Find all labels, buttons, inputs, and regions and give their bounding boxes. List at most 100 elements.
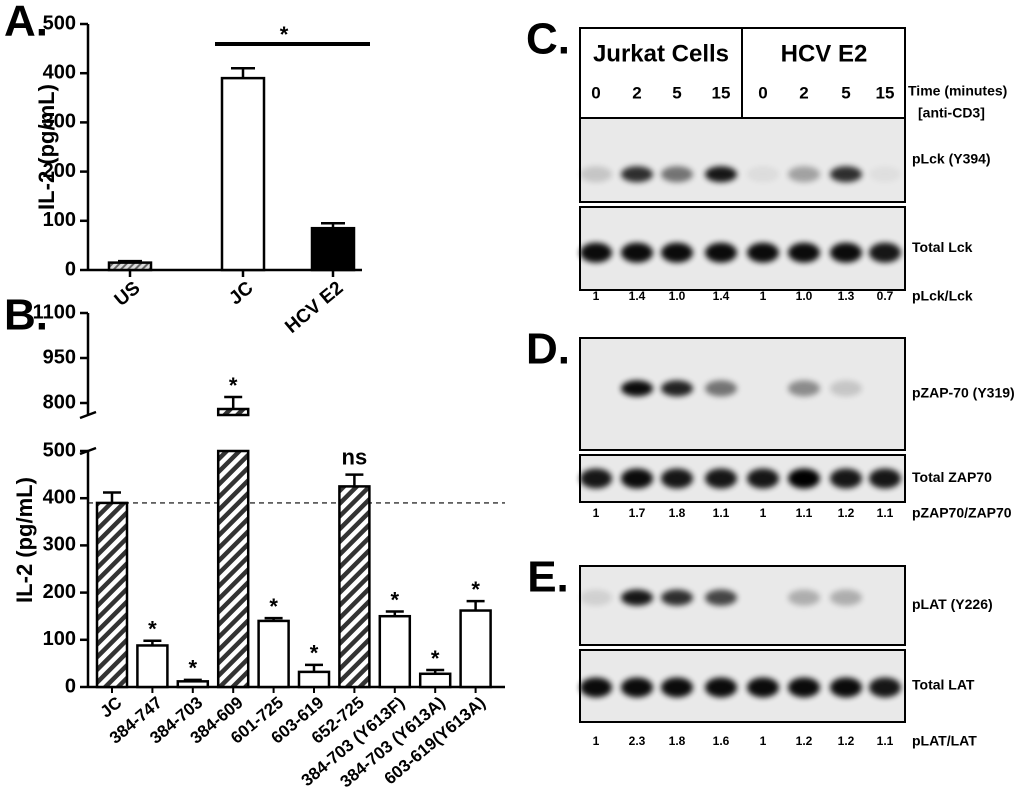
ratio-value: 1 [593, 289, 600, 303]
bar [297, 670, 331, 689]
panel-letter: D. [526, 325, 570, 374]
y-tick-label: 100 [43, 209, 76, 231]
x-tick-label: JC [225, 277, 257, 309]
blot-band [661, 380, 693, 397]
significance-label: * [431, 646, 440, 671]
bar [95, 501, 129, 689]
bar [136, 644, 169, 689]
bar [257, 619, 290, 689]
blot-band [621, 468, 653, 489]
ratio-value: 1 [593, 506, 600, 520]
significance-label: * [148, 617, 157, 642]
blot-band [580, 166, 612, 183]
ratio-value: 1.4 [629, 289, 646, 303]
group-label: Jurkat Cells [593, 40, 729, 67]
blot-band [580, 589, 612, 606]
blot-band [788, 380, 820, 397]
blot-band [830, 242, 862, 263]
blot-band [705, 589, 737, 606]
y-tick-label: 400 [43, 486, 76, 508]
blot-band [869, 242, 901, 263]
y-tick-label: 400 [43, 61, 76, 83]
x-tick-label: HCV E2 [281, 278, 347, 338]
blot-band [869, 468, 901, 489]
ratio-value: 1.2 [796, 734, 813, 748]
significance-label: * [269, 594, 278, 619]
blot-membrane [579, 565, 906, 646]
blot-band [580, 468, 612, 489]
blot-band [747, 242, 779, 263]
ratio-value: 1 [760, 506, 767, 520]
blot-band [747, 468, 779, 489]
blot-band [705, 166, 737, 183]
blot-band [830, 677, 862, 698]
blot-band [788, 242, 820, 263]
blot-band [830, 166, 862, 183]
blot-band [830, 589, 862, 606]
blot-band [621, 166, 653, 183]
y-tick-label: 200 [43, 581, 76, 603]
blot-row [579, 649, 906, 723]
ratio-value: 1.1 [796, 506, 813, 520]
blot-band [580, 242, 612, 263]
ratio-value: 1.0 [796, 289, 813, 303]
blot-band [788, 166, 820, 183]
ratio-value: 1.1 [877, 506, 894, 520]
blot-row [579, 117, 906, 203]
ratio-label: pZAP70/ZAP70 [912, 505, 1012, 521]
significance-label: * [471, 577, 480, 602]
ratio-value: 2.3 [629, 734, 646, 748]
ratio-value: 1.1 [713, 506, 730, 520]
ratio-value: 1.3 [838, 289, 855, 303]
panel-letter: C. [526, 15, 570, 64]
time-label: 15 [712, 83, 731, 102]
bar [176, 680, 210, 689]
panel-letter: B. [4, 291, 48, 340]
y-tick-label: 500 [43, 12, 76, 34]
panel-letter: A. [4, 0, 48, 46]
time-label: 0 [591, 83, 600, 102]
blot-band [621, 589, 653, 606]
blot-band [661, 589, 693, 606]
y-tick-label: 800 [43, 391, 76, 413]
blot-band [661, 468, 693, 489]
blot-band [621, 677, 653, 698]
significance-label: * [280, 22, 289, 47]
bar [107, 261, 153, 272]
bar [378, 614, 412, 689]
time-label: 5 [672, 83, 681, 102]
y-axis-label: IL-2 (pg/mL) [12, 477, 37, 603]
blot-band [661, 166, 693, 183]
blot-band [830, 468, 862, 489]
x-tick-label: JC [97, 693, 126, 722]
time-label: 0 [758, 83, 767, 102]
bar [418, 672, 452, 689]
y-tick-label: 500 [43, 439, 76, 461]
row-label: pLAT (Y226) [912, 596, 993, 612]
row-label: Total LAT [912, 677, 975, 693]
ratio-value: 1.2 [838, 734, 855, 748]
ratio-value: 1 [593, 734, 600, 748]
blot-band [705, 468, 737, 489]
y-tick-label: 0 [65, 675, 76, 697]
time-label: 5 [841, 83, 850, 102]
ratio-value: 1.4 [713, 289, 730, 303]
blot-band [788, 589, 820, 606]
x-tick-label: US [111, 278, 145, 311]
bar [459, 609, 492, 689]
y-axis-label: IL-2 (pg/mL) [34, 84, 59, 210]
blot-band [621, 380, 653, 397]
bar [310, 226, 356, 272]
blot-band [621, 242, 653, 263]
significance-label: * [229, 373, 238, 398]
ratio-value: 1.2 [838, 506, 855, 520]
ratio-value: 1.8 [669, 506, 686, 520]
blot-row [579, 206, 906, 291]
blot-band [869, 166, 901, 183]
row-label: Total ZAP70 [912, 469, 992, 485]
ratio-value: 1.7 [629, 506, 646, 520]
blot-band [869, 677, 901, 698]
blot-band [747, 166, 779, 183]
ratio-value: 1.0 [669, 289, 686, 303]
